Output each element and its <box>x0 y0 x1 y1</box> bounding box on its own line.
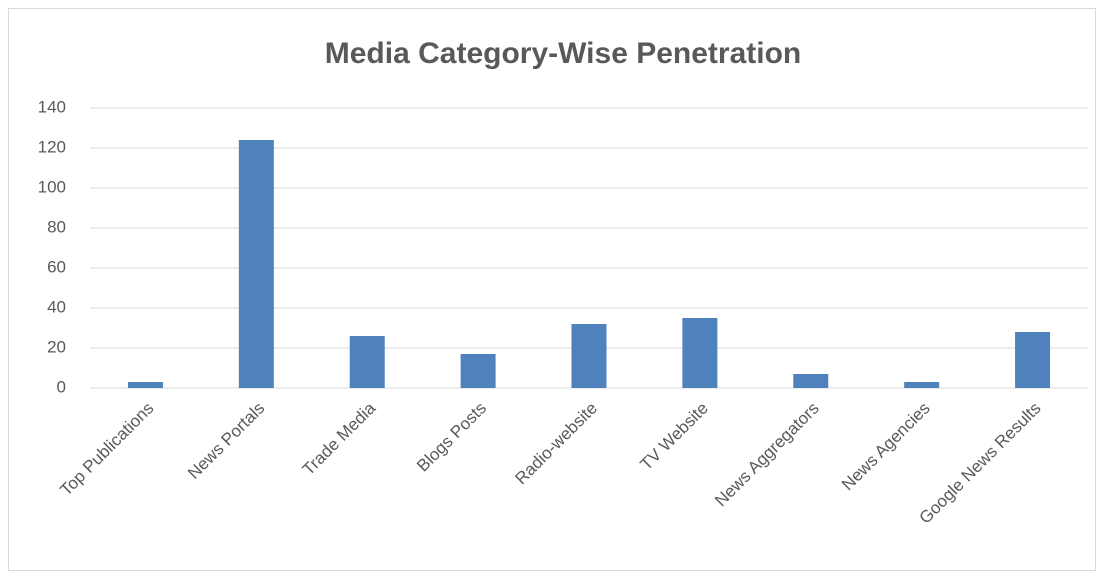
bar <box>238 140 274 388</box>
bar <box>793 374 829 388</box>
bar <box>571 324 607 388</box>
bar <box>349 336 385 388</box>
bar <box>682 318 718 388</box>
chart-border <box>8 8 1096 571</box>
bar <box>127 382 163 388</box>
y-tick-label: 0 <box>57 377 66 396</box>
bar <box>904 382 940 388</box>
y-tick-label: 20 <box>47 337 66 356</box>
y-tick-label: 80 <box>47 217 66 236</box>
chart-title: Media Category-Wise Penetration <box>325 37 802 70</box>
y-tick-label: 140 <box>38 97 66 116</box>
y-tick-label: 60 <box>47 257 66 276</box>
y-tick-label: 40 <box>47 297 66 316</box>
y-tick-label: 100 <box>38 177 66 196</box>
y-tick-label: 120 <box>38 137 66 156</box>
bar <box>460 354 496 388</box>
bar <box>1015 332 1051 388</box>
